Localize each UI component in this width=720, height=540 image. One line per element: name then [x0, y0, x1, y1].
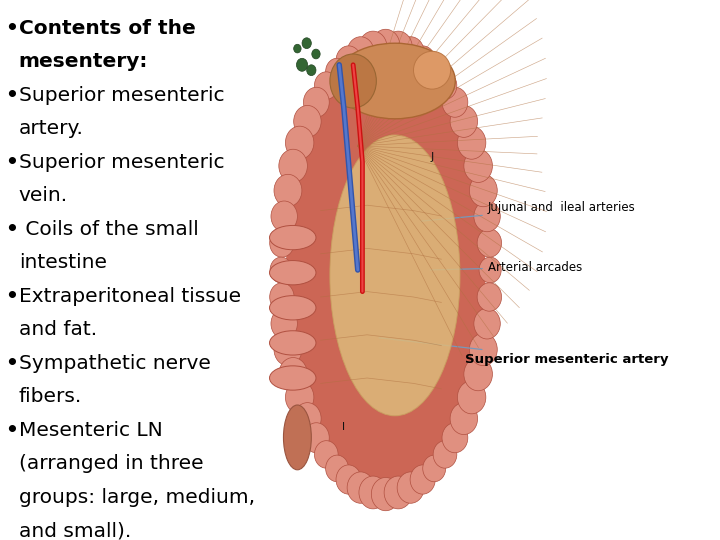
Circle shape	[270, 229, 294, 257]
Circle shape	[325, 455, 348, 482]
Text: groups: large, medium,: groups: large, medium,	[19, 488, 255, 507]
Ellipse shape	[286, 54, 485, 497]
Circle shape	[457, 126, 486, 159]
Circle shape	[279, 357, 307, 391]
Circle shape	[423, 455, 446, 482]
Text: fibers.: fibers.	[19, 387, 82, 406]
Circle shape	[303, 423, 329, 453]
Circle shape	[336, 465, 361, 494]
Text: and small).: and small).	[19, 521, 131, 540]
Text: Arterial arcades: Arterial arcades	[431, 261, 582, 274]
Ellipse shape	[284, 405, 311, 470]
Text: mesentery:: mesentery:	[19, 52, 148, 71]
Circle shape	[302, 38, 311, 49]
Circle shape	[315, 72, 338, 99]
Circle shape	[442, 423, 468, 453]
Text: •: •	[5, 153, 18, 172]
Circle shape	[359, 476, 387, 509]
Circle shape	[474, 308, 500, 339]
Text: Superior mesenteric: Superior mesenteric	[19, 86, 224, 105]
Circle shape	[477, 283, 502, 311]
Circle shape	[347, 472, 374, 503]
Circle shape	[303, 87, 329, 117]
Text: Jujunal and  ileal arteries: Jujunal and ileal arteries	[421, 201, 636, 221]
Circle shape	[285, 381, 314, 414]
Text: Contents of the: Contents of the	[19, 19, 195, 38]
Ellipse shape	[269, 366, 316, 390]
Text: •: •	[5, 354, 18, 373]
Circle shape	[442, 87, 468, 117]
Text: •: •	[5, 220, 18, 239]
Circle shape	[294, 403, 321, 435]
Circle shape	[315, 441, 338, 468]
Circle shape	[410, 46, 436, 75]
Text: Coils of the small: Coils of the small	[19, 220, 199, 239]
Circle shape	[410, 465, 436, 494]
Circle shape	[270, 283, 294, 311]
Text: Mesenteric LN: Mesenteric LN	[19, 421, 163, 440]
Circle shape	[469, 174, 498, 207]
Circle shape	[372, 29, 400, 63]
Circle shape	[325, 58, 348, 85]
Circle shape	[270, 257, 292, 283]
Circle shape	[469, 333, 498, 366]
Circle shape	[271, 201, 297, 232]
Circle shape	[433, 441, 456, 468]
Text: •: •	[5, 86, 18, 105]
Circle shape	[285, 126, 314, 159]
Circle shape	[347, 37, 374, 68]
Circle shape	[294, 44, 301, 53]
Text: J: J	[431, 152, 433, 161]
Text: and fat.: and fat.	[19, 320, 97, 339]
Circle shape	[464, 357, 492, 391]
Text: •: •	[5, 19, 18, 38]
Text: Superior mesenteric: Superior mesenteric	[19, 153, 224, 172]
Circle shape	[359, 31, 387, 64]
Circle shape	[312, 49, 320, 59]
Circle shape	[457, 381, 486, 414]
Text: intestine: intestine	[19, 253, 107, 272]
Text: •: •	[5, 287, 18, 306]
Text: Sympathetic nerve: Sympathetic nerve	[19, 354, 210, 373]
Circle shape	[433, 72, 456, 99]
Text: l: l	[342, 422, 346, 431]
Circle shape	[397, 37, 424, 68]
Circle shape	[474, 201, 500, 232]
Circle shape	[297, 58, 307, 71]
Circle shape	[479, 257, 501, 283]
Ellipse shape	[330, 54, 377, 108]
Circle shape	[307, 65, 316, 76]
Circle shape	[477, 229, 502, 257]
Ellipse shape	[269, 295, 316, 320]
Ellipse shape	[330, 135, 460, 416]
Ellipse shape	[269, 330, 316, 355]
Circle shape	[271, 308, 297, 339]
Circle shape	[274, 174, 302, 207]
Ellipse shape	[269, 226, 316, 249]
Circle shape	[397, 472, 424, 503]
Circle shape	[372, 477, 400, 511]
Circle shape	[384, 476, 413, 509]
Circle shape	[423, 58, 446, 85]
Text: artery.: artery.	[19, 119, 84, 138]
Ellipse shape	[269, 261, 316, 285]
Ellipse shape	[413, 51, 451, 89]
Circle shape	[294, 105, 321, 137]
Circle shape	[464, 149, 492, 183]
Circle shape	[384, 31, 413, 64]
Text: Extraperitoneal tissue: Extraperitoneal tissue	[19, 287, 241, 306]
Ellipse shape	[335, 43, 455, 119]
Text: Superior mesenteric artery: Superior mesenteric artery	[379, 338, 668, 366]
Circle shape	[336, 46, 361, 75]
Circle shape	[450, 105, 477, 137]
Text: (arranged in three: (arranged in three	[19, 454, 203, 473]
Circle shape	[450, 403, 477, 435]
Text: vein.: vein.	[19, 186, 68, 205]
Text: •: •	[5, 421, 18, 440]
Circle shape	[279, 149, 307, 183]
Circle shape	[274, 333, 302, 366]
